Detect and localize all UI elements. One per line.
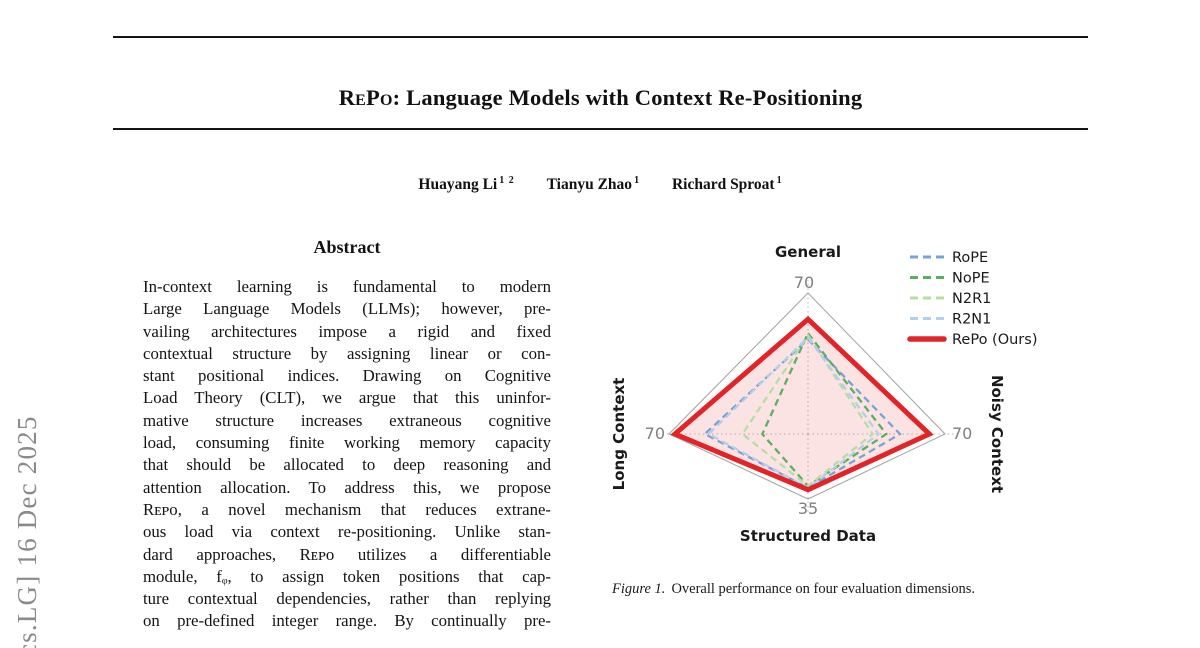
abstract-line: module, fᵩ, to assign token positions th…	[143, 566, 551, 586]
abstract-line: stant positional indices. Drawing on Cog…	[143, 366, 551, 386]
author-2: Tianyu Zhao 1	[546, 175, 641, 194]
author-3: Richard Sproat 1	[671, 175, 783, 194]
arxiv-stamp: cs.LG] 16 Dec 2025	[12, 415, 42, 648]
tick-label-0: 70	[794, 273, 814, 292]
series-polygon-n2r1	[740, 333, 875, 488]
top-rule	[113, 36, 1088, 38]
author-2-name: Tianyu Zhao	[546, 176, 633, 194]
abstract-line: dard approaches, Rᴇᴘᴏ utilizes a differe…	[143, 544, 551, 564]
axis-label-structured-data: Structured Data	[740, 527, 876, 545]
abstract-line: Large Language Models (LLMs); however, p…	[143, 299, 551, 319]
axis-label-long-context: Long Context	[610, 378, 628, 491]
abstract-line: mative structure increases extraneous co…	[143, 410, 551, 430]
tick-label-2: 35	[798, 499, 818, 518]
radar-chart-figure: 70 70 35 70 General Noisy Context Structured D…	[600, 230, 1160, 560]
axis-label-general: General	[775, 243, 841, 261]
author-3-name: Richard Sproat	[671, 176, 775, 194]
legend-label-nope: NoPE	[952, 271, 990, 287]
tick-label-3: 70	[645, 424, 665, 443]
abstract-line: ture contextual dependencies, rather tha…	[143, 589, 551, 609]
abstract-heading: Abstract	[313, 237, 381, 257]
figure-caption: Figure 1. Overall performance on four eva…	[612, 581, 1082, 598]
author-2-affiliation: 1	[634, 175, 641, 186]
paper-title: RePo: Language Models with Context Re-Po…	[113, 85, 1088, 111]
figure-caption-text: Overall performance on four evaluation d…	[671, 581, 976, 597]
radar-chart: 70 70 35 70 General Noisy Context Structured D…	[610, 243, 1038, 545]
tick-label-1: 70	[952, 424, 972, 443]
abstract-line: Load Theory (CLT), we argue that this un…	[143, 388, 551, 408]
figure-caption-label: Figure 1.	[612, 581, 666, 597]
legend-label-r2n1: R2N1	[952, 312, 991, 328]
abstract-line: on pre-defined integer range. By continu…	[143, 611, 551, 631]
abstract-line: load, consuming finite working memory ca…	[143, 433, 551, 453]
legend-label-n2r1: N2R1	[952, 291, 991, 307]
radar-outer-ring	[668, 292, 946, 500]
author-1: Huayang Li 1 2	[418, 175, 515, 194]
author-1-affiliation: 1 2	[499, 175, 515, 186]
abstract-line: Rᴇᴘᴏ, a novel mechanism that reduces ext…	[143, 499, 551, 519]
title-separator-rule	[113, 128, 1088, 130]
paper-title-rest: : Language Models with Context Re-Positi…	[392, 85, 863, 111]
abstract-line: In-context learning is fundamental to mo…	[143, 277, 551, 296]
abstract-line: vailing architectures impose a rigid and…	[143, 321, 551, 341]
abstract-line: attention allocation. To address this, w…	[143, 477, 551, 497]
author-1-name: Huayang Li	[418, 176, 498, 194]
series-polygon-repo-ours	[670, 315, 934, 493]
legend-label-repo-ours: RePo (Ours)	[952, 332, 1038, 348]
abstract-line: contextual structure by assigning linear…	[143, 343, 551, 363]
author-line: Huayang Li 1 2 Tianyu Zhao 1 Richard Sproa…	[113, 175, 1088, 194]
abstract-line: that should be allocated to deep reasoni…	[143, 455, 551, 475]
author-3-affiliation: 1	[776, 175, 783, 186]
abstract-body: In-context learning is fundamental to mo…	[143, 276, 551, 633]
legend-label-rope: RoPE	[952, 250, 988, 266]
axis-label-noisy-context: Noisy Context	[988, 375, 1006, 493]
abstract-line: ous load via context re-positioning. Unl…	[143, 522, 551, 542]
paper-title-smallcaps: RePo	[338, 85, 393, 111]
